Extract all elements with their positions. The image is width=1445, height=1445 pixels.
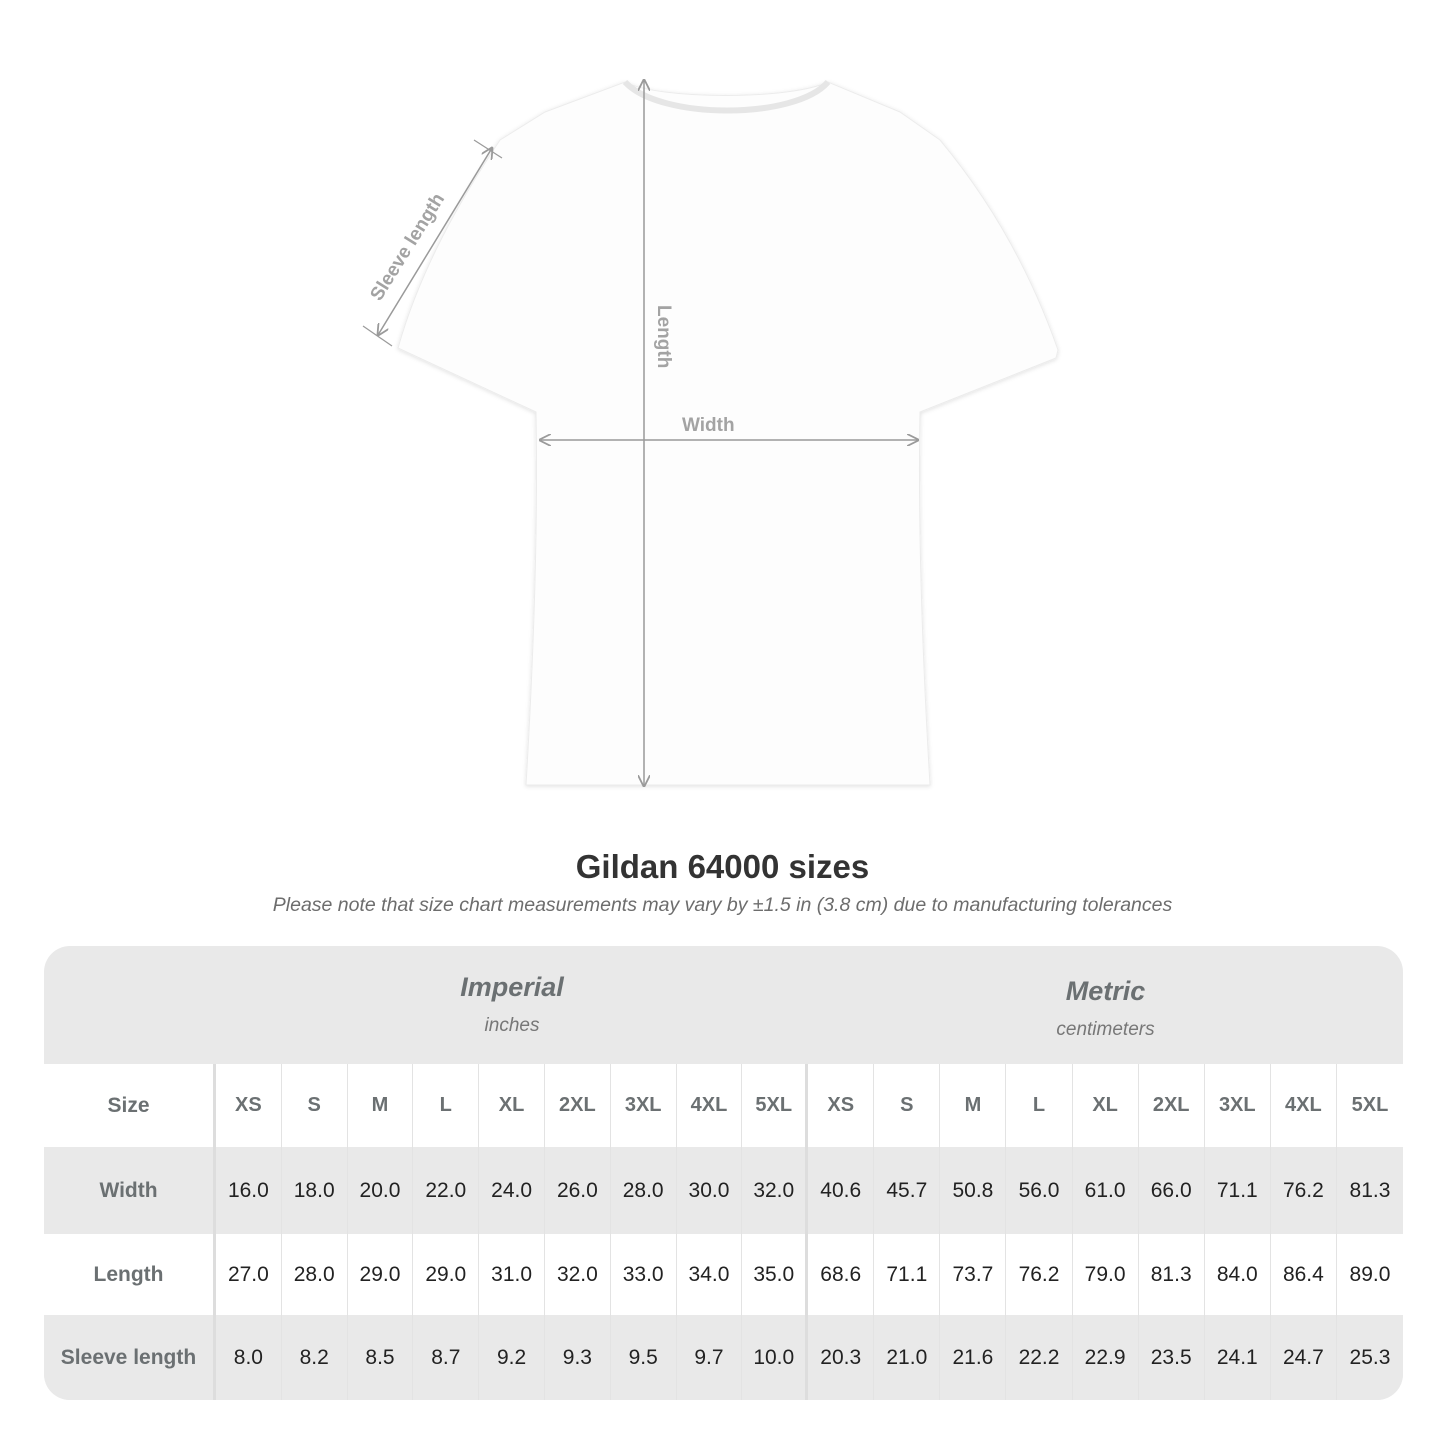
measurement-cell: 66.0: [1139, 1147, 1205, 1234]
measurement-cell: 25.3: [1349, 1345, 1391, 1369]
size-header: 3XL: [1205, 1064, 1271, 1147]
measurement-cell: 8.2: [282, 1315, 348, 1400]
tolerance-note: Please note that size chart measurements…: [272, 894, 1173, 916]
page-title: Gildan 64000 sizes: [575, 848, 870, 885]
size-header: XL: [1073, 1064, 1139, 1147]
size-header: L: [1006, 1064, 1073, 1147]
measurement-cell: 24.0: [479, 1147, 545, 1234]
table-row: Sleeve length 8.0 8.2 8.5 8.7 9.2 9.3 9.5 9.7 10.…: [44, 1315, 1403, 1400]
size-header: 3XL: [611, 1064, 677, 1147]
measurement-cell: 89.0: [1349, 1262, 1391, 1286]
measurement-cell: 9.7: [677, 1315, 743, 1400]
measurement-cell: 45.7: [874, 1147, 941, 1234]
measurement-cell: 8.0: [216, 1315, 282, 1400]
measurement-cell: 8.7: [413, 1315, 480, 1400]
size-header: XL: [479, 1064, 545, 1147]
measurement-cell: 50.8: [940, 1147, 1007, 1234]
imperial-unit: inches: [484, 1015, 540, 1036]
metric-header: Metric centimeters: [808, 946, 1403, 1064]
measurement-cell: 20.0: [348, 1147, 414, 1234]
sleeve-tick: [362, 325, 393, 347]
measurement-cell: 9.5: [611, 1315, 677, 1400]
size-header: XS: [808, 1064, 875, 1147]
metric-label: Metric: [1065, 976, 1146, 1006]
measurement-cell: 8.5: [348, 1315, 414, 1400]
row-label: Length: [44, 1234, 216, 1315]
measurement-cell: 9.2: [479, 1315, 545, 1400]
tshirt-diagram: Sleeve length Length Width: [362, 0, 1059, 820]
row-label: Size: [44, 1064, 216, 1147]
measurement-cell: 22.2: [1006, 1315, 1073, 1400]
measurement-cell: 23.5: [1139, 1315, 1205, 1400]
measurement-cell: 31.0: [479, 1234, 545, 1315]
measurement-cell: 27.0: [216, 1234, 282, 1315]
measurement-cell: 76.2: [1006, 1234, 1073, 1315]
measurement-cell: 26.0: [545, 1147, 611, 1234]
size-header: M: [348, 1064, 414, 1147]
width-label: Width: [682, 415, 735, 436]
imperial-header: Imperial inches: [216, 946, 808, 1064]
measurement-cell: 18.0: [282, 1147, 348, 1234]
measurement-cell: 21.0: [874, 1315, 941, 1400]
measurement-cell: 32.0: [742, 1147, 809, 1234]
measurement-cell: 81.3: [1349, 1178, 1391, 1202]
size-header: M: [940, 1064, 1007, 1147]
length-label: Length: [653, 305, 674, 368]
measurement-cell: 40.6: [808, 1147, 875, 1234]
size-header: XS: [216, 1064, 282, 1147]
measurement-cell: 29.0: [413, 1234, 480, 1315]
measurement-cell: 28.0: [282, 1234, 348, 1315]
size-header: L: [413, 1064, 480, 1147]
measurement-cell: 79.0: [1073, 1234, 1139, 1315]
measurement-cell: 9.3: [545, 1315, 611, 1400]
measurement-cell: 22.0: [413, 1147, 480, 1234]
table-row: Width 16.0 18.0 20.0 22.0 24.0 26.0 28.0 30.0 32.…: [44, 1147, 1403, 1234]
measurement-cell: 24.7: [1271, 1315, 1337, 1400]
measurement-cell: 71.1: [874, 1234, 941, 1315]
measurement-cell: 28.0: [611, 1147, 677, 1234]
measurement-cell: 30.0: [677, 1147, 743, 1234]
measurement-cell: 35.0: [742, 1234, 809, 1315]
measurement-cell: 32.0: [545, 1234, 611, 1315]
size-header: 2XL: [1139, 1064, 1205, 1147]
measurement-cell: 24.1: [1205, 1315, 1271, 1400]
size-header-row: Size XS S M L XL 2XL 3XL 4XL 5XL XS S M L XL 2XL 3XL 4XL 5…: [44, 1064, 1403, 1147]
measurement-cell: 76.2: [1271, 1147, 1337, 1234]
measurement-cell: 68.6: [808, 1234, 875, 1315]
measurement-cell: 20.3: [808, 1315, 875, 1400]
size-header: S: [874, 1064, 941, 1147]
sleeve-length-arrow: [378, 148, 492, 335]
size-header: 5XL: [742, 1064, 809, 1147]
measurement-cell: 22.9: [1073, 1315, 1139, 1400]
size-header: 4XL: [677, 1064, 743, 1147]
measurement-cell: 33.0: [611, 1234, 677, 1315]
measurement-cell: 81.3: [1139, 1234, 1205, 1315]
measurement-cell: 61.0: [1073, 1147, 1139, 1234]
measurement-cell: 29.0: [348, 1234, 414, 1315]
measurement-cell: 84.0: [1205, 1234, 1271, 1315]
imperial-label: Imperial: [460, 972, 564, 1002]
measurement-cell: 73.7: [940, 1234, 1007, 1315]
table-row: Length 27.0 28.0 29.0 29.0 31.0 32.0 33.0 34.0 35…: [44, 1234, 1403, 1315]
size-header: 5XL: [1351, 1094, 1389, 1116]
measurement-cell: 71.1: [1205, 1147, 1271, 1234]
size-header: 4XL: [1271, 1064, 1337, 1147]
measurement-cell: 86.4: [1271, 1234, 1337, 1315]
measurement-cell: 16.0: [216, 1147, 282, 1234]
row-label: Width: [44, 1147, 216, 1234]
measurement-cell: 21.6: [940, 1315, 1007, 1400]
measurement-cell: 56.0: [1006, 1147, 1073, 1234]
row-label: Sleeve length: [44, 1315, 216, 1400]
size-header: S: [282, 1064, 348, 1147]
size-chart-table: Imperial inches Metric centimeters Size X…: [44, 946, 1403, 1400]
metric-unit: centimeters: [1056, 1019, 1155, 1040]
sleeve-tick: [473, 139, 503, 159]
measurement-cell: 34.0: [677, 1234, 743, 1315]
size-header: 2XL: [545, 1064, 611, 1147]
measurement-cell: 10.0: [742, 1315, 809, 1400]
